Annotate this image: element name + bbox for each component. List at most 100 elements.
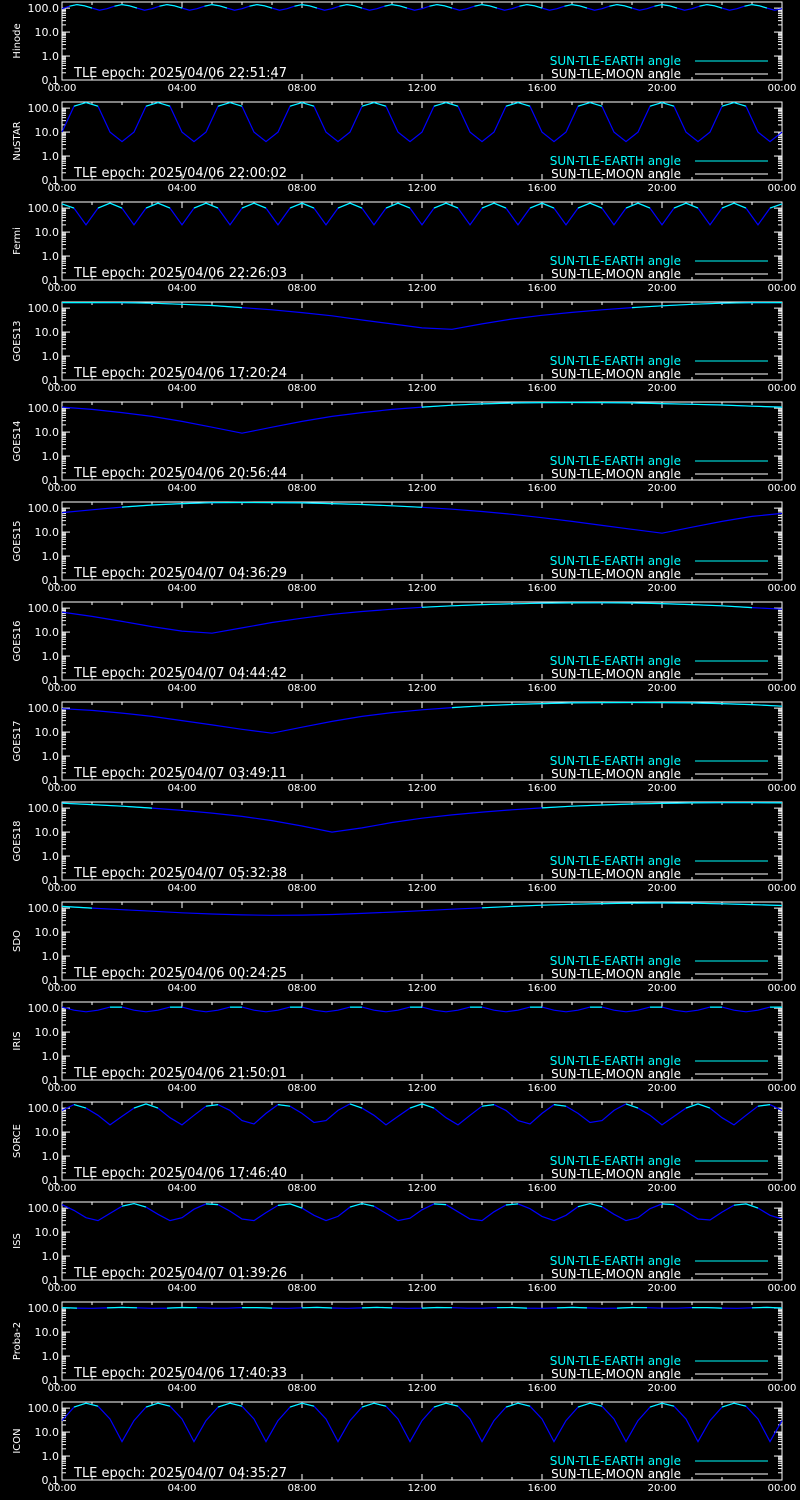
x-tick-label: 00:00 xyxy=(768,1483,797,1494)
y-tick-label: 0.1 xyxy=(42,1274,60,1287)
y-tick-label: 10.0 xyxy=(35,426,60,439)
y-tick-label: 10.0 xyxy=(35,126,60,139)
x-tick-label: 12:00 xyxy=(408,183,437,194)
y-tick-label: 1.0 xyxy=(42,1250,60,1263)
y-tick-label: 0.1 xyxy=(42,1174,60,1187)
y-tick-label: 10.0 xyxy=(35,1426,60,1439)
y-tick-label: 10.0 xyxy=(35,1126,60,1139)
y-tick-label: 100.0 xyxy=(28,702,60,715)
legend-moon-label: SUN-TLE-MOON angle xyxy=(551,867,681,881)
tle-epoch-annotation: TLE epoch: 2025/04/07 03:49:11 xyxy=(73,766,287,781)
x-tick-label: 20:00 xyxy=(648,983,677,994)
legend-earth-label: SUN-TLE-EARTH angle xyxy=(550,354,681,368)
y-tick-label: 10.0 xyxy=(35,726,60,739)
chart-panel-sdo: 100.010.01.00.100:00 04:00 08:00 12:00 16:00… xyxy=(12,901,797,994)
series-line-highlight xyxy=(61,902,783,909)
legend-moon-label: SUN-TLE-MOON angle xyxy=(551,67,681,81)
y-tick-label: 0.1 xyxy=(42,574,60,587)
x-tick-label: 04:00 xyxy=(168,1183,197,1194)
y-tick-label: 10.0 xyxy=(35,26,60,39)
x-tick-label: 08:00 xyxy=(288,1283,317,1294)
series-line-highlight xyxy=(61,802,783,809)
series-line-highlight xyxy=(73,1402,747,1408)
y-axis-label: GOES18 xyxy=(12,820,23,861)
x-tick-label: 16:00 xyxy=(528,383,557,394)
x-tick-label: 20:00 xyxy=(648,1283,677,1294)
series-line-highlight xyxy=(62,302,783,309)
x-tick-label: 08:00 xyxy=(288,383,317,394)
x-tick-label: 00:00 xyxy=(768,883,797,894)
x-tick-label: 00:00 xyxy=(48,1383,77,1394)
y-tick-label: 1.0 xyxy=(42,1150,60,1163)
y-tick-label: 10.0 xyxy=(35,226,60,239)
x-tick-label: 20:00 xyxy=(648,883,677,894)
y-tick-label: 1.0 xyxy=(42,350,60,363)
tle-epoch-annotation: TLE epoch: 2025/04/06 17:40:33 xyxy=(73,1366,287,1381)
tle-epoch-annotation: TLE epoch: 2025/04/06 22:51:47 xyxy=(73,66,287,81)
legend-earth-label: SUN-TLE-EARTH angle xyxy=(550,1054,681,1068)
y-tick-label: 1.0 xyxy=(42,50,60,63)
tle-epoch-annotation: TLE epoch: 2025/04/07 04:35:27 xyxy=(73,1466,287,1481)
legend-moon-label: SUN-TLE-MOON angle xyxy=(551,267,681,281)
x-tick-label: 00:00 xyxy=(48,1183,77,1194)
x-tick-label: 16:00 xyxy=(528,983,557,994)
x-tick-label: 20:00 xyxy=(648,1083,677,1094)
legend-earth-label: SUN-TLE-EARTH angle xyxy=(550,54,681,68)
y-tick-label: 1.0 xyxy=(42,1050,60,1063)
chart-panel-goes18: 100.010.01.00.100:00 04:00 08:00 12:00 16:00… xyxy=(12,801,797,894)
x-tick-label: 04:00 xyxy=(168,383,197,394)
x-tick-label: 12:00 xyxy=(408,483,437,494)
chart-panel-hinode: 100.010.01.00.100:00 04:00 08:00 12:00 16:00… xyxy=(12,1,796,94)
x-tick-label: 04:00 xyxy=(168,83,197,94)
y-tick-label: 100.0 xyxy=(28,1402,60,1415)
x-tick-label: 04:00 xyxy=(168,1383,197,1394)
x-tick-label: 08:00 xyxy=(288,83,317,94)
y-axis-label: GOES17 xyxy=(12,720,23,761)
x-tick-label: 12:00 xyxy=(408,1183,437,1194)
y-axis-label: NuSTAR xyxy=(12,121,23,160)
legend-earth-label: SUN-TLE-EARTH angle xyxy=(550,1454,681,1468)
x-tick-label: 12:00 xyxy=(408,583,437,594)
x-tick-label: 20:00 xyxy=(648,683,677,694)
y-axis-label: SORCE xyxy=(12,1124,23,1158)
y-tick-label: 0.1 xyxy=(42,1474,60,1487)
x-tick-label: 08:00 xyxy=(288,883,317,894)
x-tick-label: 16:00 xyxy=(528,283,557,294)
x-tick-label: 00:00 xyxy=(768,483,797,494)
x-tick-label: 04:00 xyxy=(168,1083,197,1094)
x-tick-label: 00:00 xyxy=(768,1183,797,1194)
x-tick-label: 00:00 xyxy=(768,983,797,994)
x-tick-label: 12:00 xyxy=(408,1383,437,1394)
chart-panel-iris: 100.010.01.00.100:00 04:00 08:00 12:00 16:00… xyxy=(12,1001,796,1094)
x-tick-label: 04:00 xyxy=(168,183,197,194)
y-tick-label: 0.1 xyxy=(42,674,60,687)
x-tick-label: 20:00 xyxy=(648,783,677,794)
y-tick-label: 100.0 xyxy=(28,502,60,515)
x-tick-label: 16:00 xyxy=(528,683,557,694)
chart-panel-sorce: 100.010.01.00.100:00 04:00 08:00 12:00 16:00… xyxy=(12,1101,797,1194)
legend-earth-label: SUN-TLE-EARTH angle xyxy=(550,854,681,868)
y-tick-label: 0.1 xyxy=(42,974,60,987)
x-tick-label: 00:00 xyxy=(48,583,77,594)
x-tick-label: 16:00 xyxy=(528,183,557,194)
legend-moon-label: SUN-TLE-MOON angle xyxy=(551,567,681,581)
series-line xyxy=(61,202,783,226)
x-tick-label: 16:00 xyxy=(528,1483,557,1494)
x-tick-label: 00:00 xyxy=(768,283,797,294)
series-line-highlight xyxy=(451,701,783,709)
x-tick-label: 00:00 xyxy=(48,1483,77,1494)
chart-panel-goes17: 100.010.01.00.100:00 04:00 08:00 12:00 16:00… xyxy=(12,701,796,794)
y-tick-label: 10.0 xyxy=(35,626,60,639)
x-tick-label: 12:00 xyxy=(408,883,437,894)
x-tick-label: 20:00 xyxy=(648,583,677,594)
x-tick-label: 08:00 xyxy=(288,583,317,594)
x-tick-label: 08:00 xyxy=(288,683,317,694)
legend-earth-label: SUN-TLE-EARTH angle xyxy=(550,954,681,968)
x-tick-label: 16:00 xyxy=(528,83,557,94)
series-line-highlight xyxy=(69,3,768,9)
series-line-highlight xyxy=(73,101,747,107)
y-tick-label: 0.1 xyxy=(42,174,60,187)
y-tick-label: 100.0 xyxy=(28,2,60,15)
x-tick-label: 20:00 xyxy=(648,83,677,94)
x-tick-label: 00:00 xyxy=(768,583,797,594)
